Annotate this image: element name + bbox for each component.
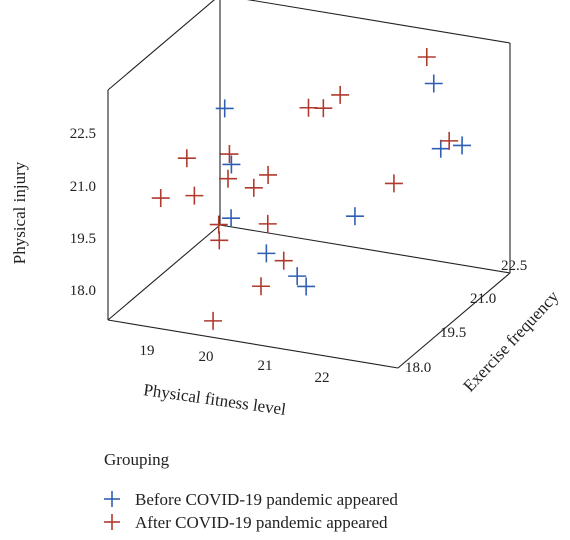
legend: Grouping Before COVID-19 pandemic appear… xyxy=(104,450,398,532)
y-tick-label: 18.0 xyxy=(405,360,431,376)
point-after xyxy=(417,47,436,66)
point-before xyxy=(431,139,450,158)
point-after xyxy=(244,178,263,197)
left-top-edge xyxy=(107,0,215,91)
z-tick-label: 19.5 xyxy=(70,231,96,247)
y-tick-label: 21.0 xyxy=(470,291,496,307)
x-axis-line xyxy=(107,319,399,369)
y-tick-label: 22.5 xyxy=(501,258,527,274)
legend-item-after: After COVID-19 pandemic appeared xyxy=(104,513,388,532)
point-before xyxy=(222,209,241,228)
x-axis-title: Physical fitness level xyxy=(142,380,287,419)
z-tick-label: 22.5 xyxy=(70,126,96,142)
point-after xyxy=(384,174,403,193)
z-tick-label: 21.0 xyxy=(70,179,96,195)
point-after xyxy=(219,169,238,188)
point-before xyxy=(424,74,443,93)
point-after xyxy=(252,277,271,296)
point-before xyxy=(288,267,307,286)
point-after xyxy=(258,214,277,233)
back-top-edge xyxy=(246,0,511,44)
legend-title: Grouping xyxy=(104,450,170,469)
legend-label-after: After COVID-19 pandemic appeared xyxy=(135,513,388,532)
point-after xyxy=(314,99,333,118)
point-after xyxy=(151,189,170,208)
point-after xyxy=(204,311,223,330)
point-before xyxy=(222,155,241,174)
legend-plus-marker xyxy=(104,514,120,530)
data-points xyxy=(151,47,472,330)
axis-ticks: 19 20 21 22 18.0 19.5 21.0 22.5 18.0 19.… xyxy=(70,126,528,386)
point-after xyxy=(210,231,229,250)
z-tick-label: 18.0 xyxy=(70,283,96,299)
point-after xyxy=(209,215,228,234)
legend-label-before: Before COVID-19 pandemic appeared xyxy=(135,490,398,509)
floor-back-edge xyxy=(219,224,511,274)
legend-item-before: Before COVID-19 pandemic appeared xyxy=(104,490,398,509)
point-after xyxy=(185,186,204,205)
x-tick-label: 20 xyxy=(199,349,214,365)
x-tick-label: 21 xyxy=(258,358,273,374)
y-axis-line xyxy=(397,272,511,369)
legend-marker-before xyxy=(104,491,120,507)
point-after xyxy=(440,131,459,150)
x-tick-label: 19 xyxy=(140,343,155,359)
legend-plus-marker xyxy=(104,491,120,507)
point-after xyxy=(274,251,293,270)
y-tick-label: 19.5 xyxy=(440,325,466,341)
point-after xyxy=(259,165,278,184)
point-after xyxy=(220,145,239,164)
point-after xyxy=(177,149,196,168)
z-axis-title: Physical injury xyxy=(10,161,29,264)
floor-back-left-edge xyxy=(107,224,221,321)
x-tick-label: 22 xyxy=(315,370,330,386)
point-before xyxy=(345,207,364,226)
point-before xyxy=(215,99,234,118)
point-before xyxy=(257,244,276,263)
point-after xyxy=(331,85,350,104)
point-before xyxy=(297,277,316,296)
point-before xyxy=(453,136,472,155)
axis-box xyxy=(107,0,511,369)
legend-marker-after xyxy=(104,514,120,530)
